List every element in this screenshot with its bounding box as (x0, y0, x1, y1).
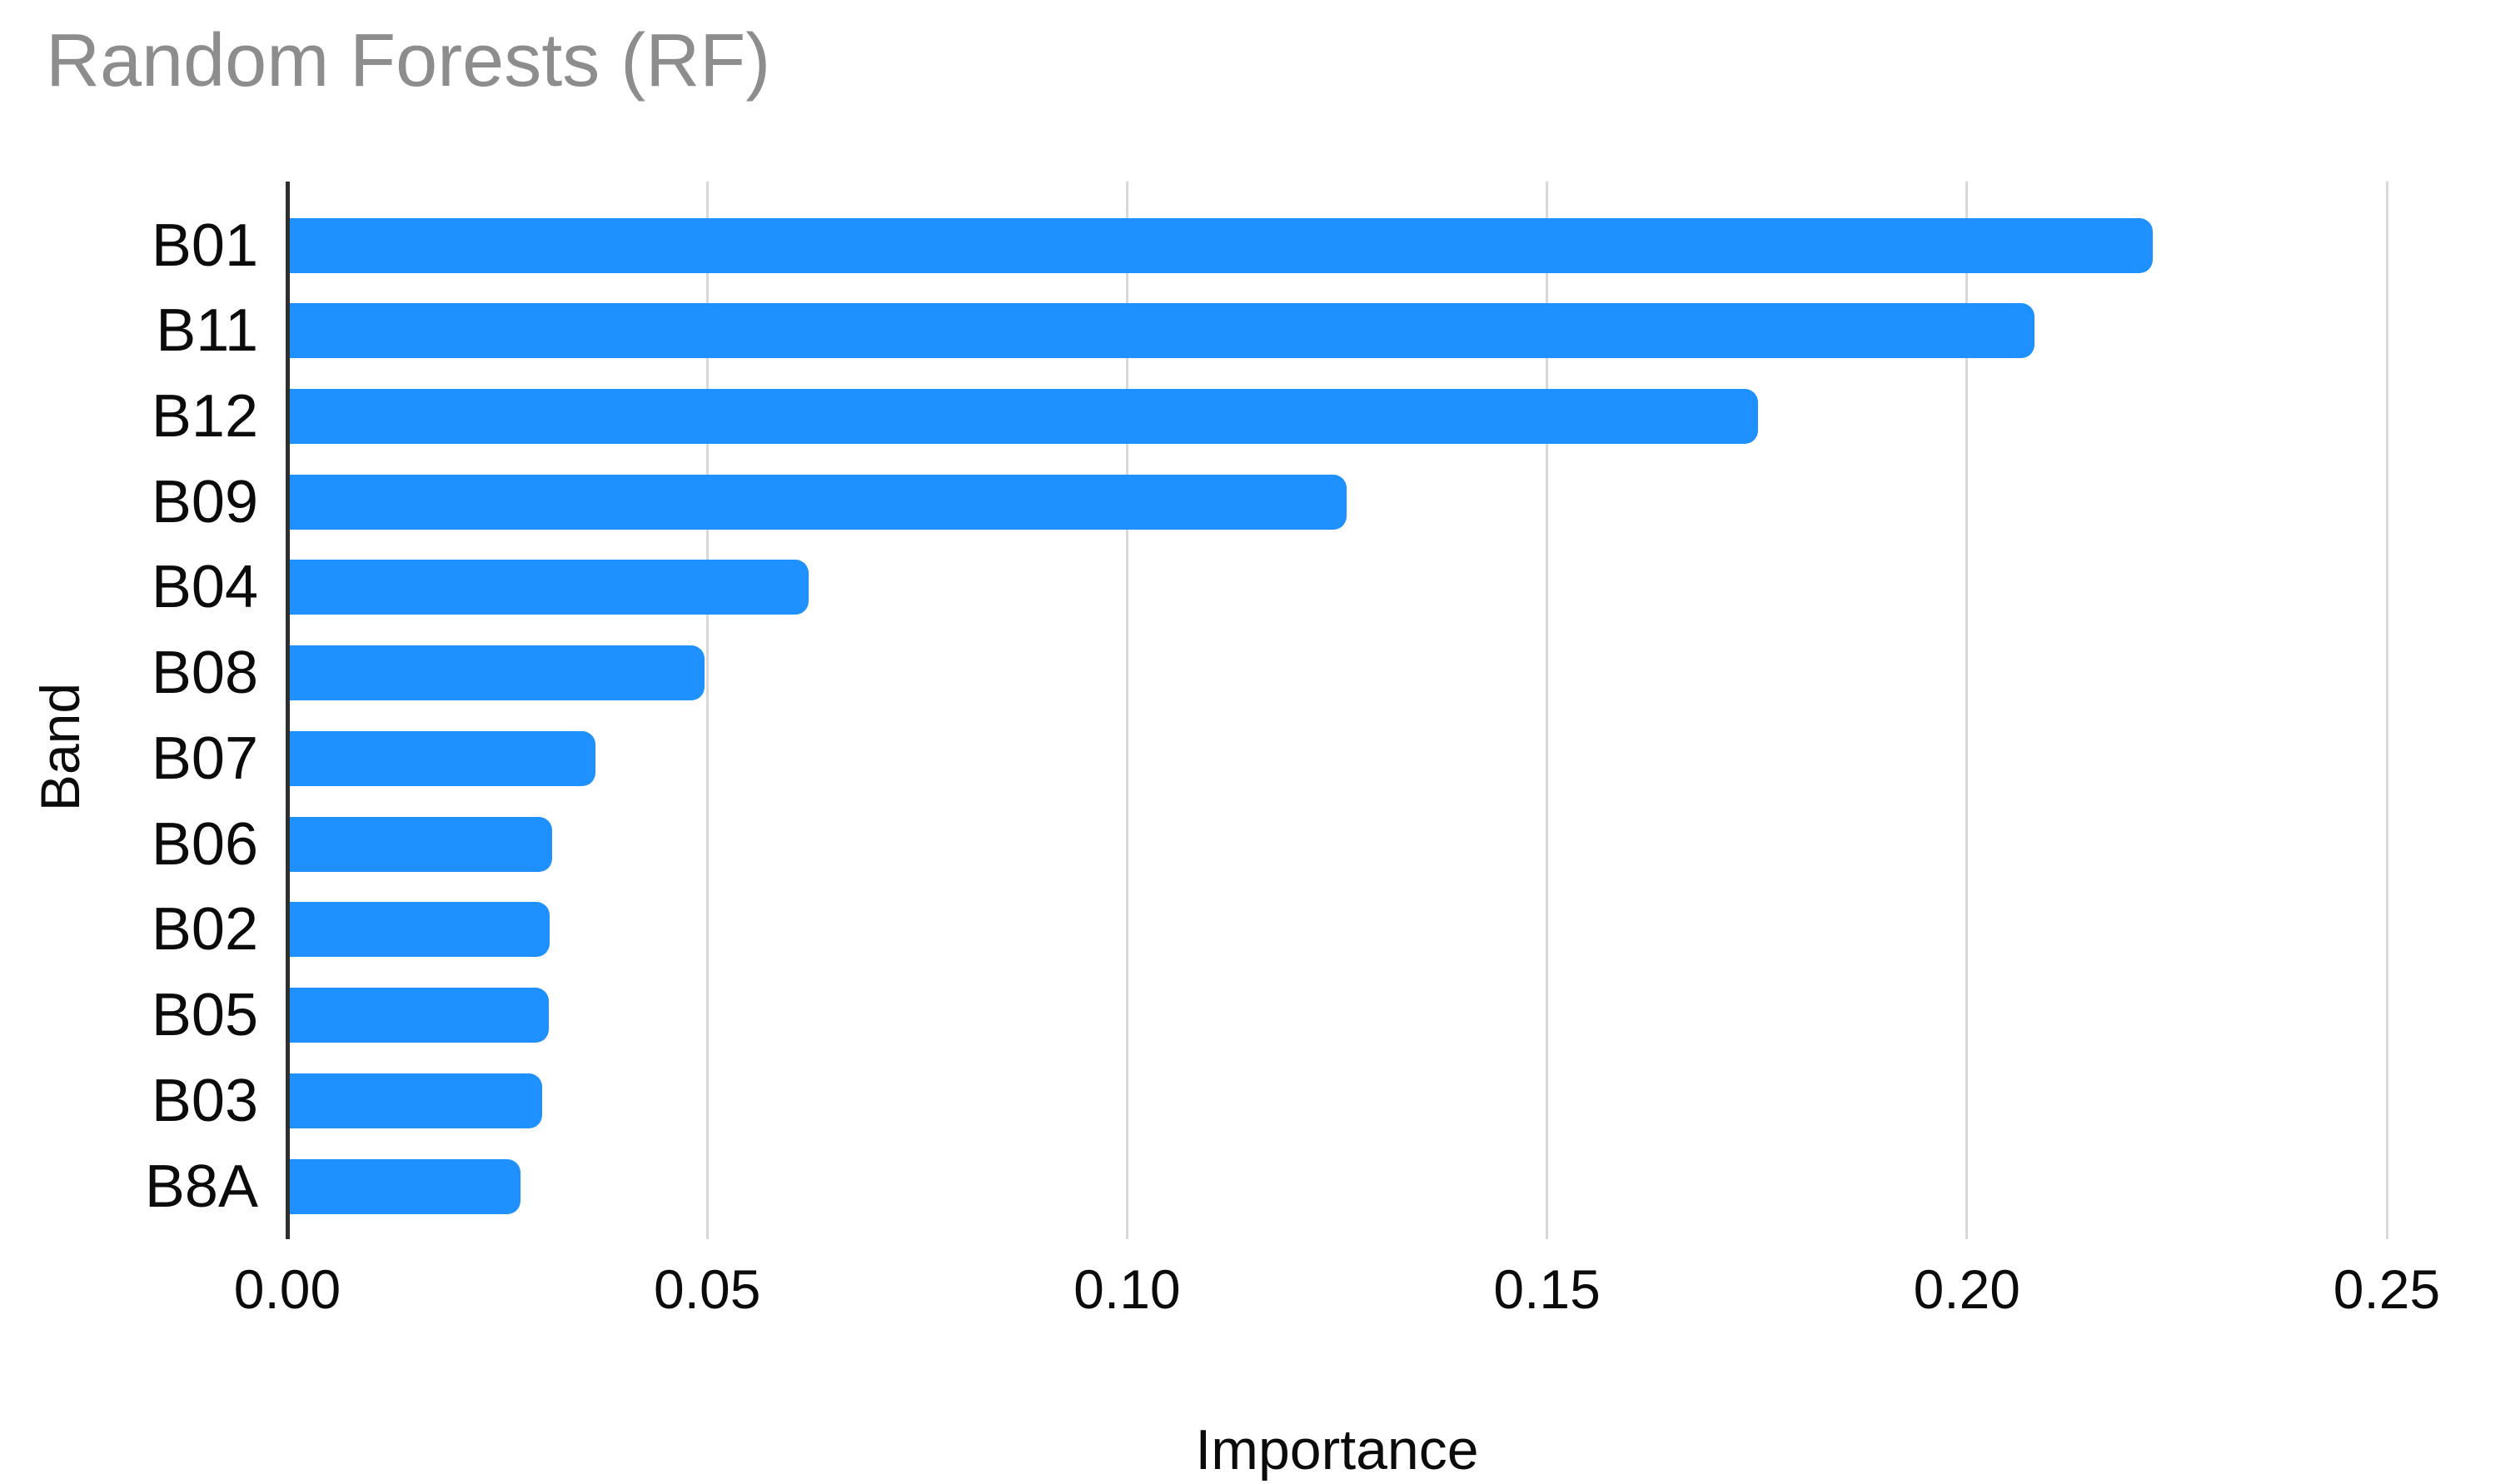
x-tick-label: 0.10 (1073, 1258, 1181, 1320)
bar-B12 (288, 388, 1758, 444)
bar-B09 (288, 474, 1347, 530)
y-category-label-B02: B02 (151, 896, 258, 964)
bar-B07 (288, 730, 596, 786)
x-tick-label: 0.20 (1913, 1258, 2021, 1320)
gridline-x-0.20 (1965, 182, 1969, 1239)
y-category-label-B8A: B8A (144, 1153, 258, 1220)
y-category-label-B01: B01 (151, 212, 258, 279)
bar-B04 (288, 560, 809, 615)
y-category-label-B05: B05 (151, 982, 258, 1049)
x-tick-label: 0.00 (233, 1258, 341, 1320)
gridline-x-0.15 (1546, 182, 1549, 1239)
bar-B11 (288, 303, 2035, 359)
bar-B06 (288, 816, 552, 872)
bar-B03 (288, 1073, 542, 1128)
y-category-label-B11: B11 (156, 297, 258, 365)
bar-B01 (288, 217, 2153, 273)
bar-B05 (288, 988, 549, 1043)
bar-B8A (288, 1158, 521, 1214)
y-category-label-B03: B03 (151, 1067, 258, 1134)
y-axis-line (286, 182, 290, 1239)
chart-title: Random Forests (RF) (46, 19, 771, 102)
bar-B08 (288, 645, 705, 701)
y-category-label-B12: B12 (151, 382, 258, 450)
y-category-label-B09: B09 (151, 468, 258, 535)
x-tick-label: 0.25 (2333, 1258, 2441, 1320)
gridline-x-0.25 (2385, 182, 2388, 1239)
gridline-x-0.10 (1125, 182, 1128, 1239)
y-category-label-B04: B04 (151, 554, 258, 621)
x-tick-label: 0.15 (1493, 1258, 1601, 1320)
y-category-label-B08: B08 (151, 640, 258, 707)
gridline-x-0.05 (705, 182, 709, 1239)
bar-B02 (288, 902, 550, 958)
x-axis-title: Importance (1195, 1418, 1479, 1482)
y-category-label-B07: B07 (151, 725, 258, 792)
x-tick-label: 0.05 (653, 1258, 761, 1320)
y-category-label-B06: B06 (151, 810, 258, 878)
